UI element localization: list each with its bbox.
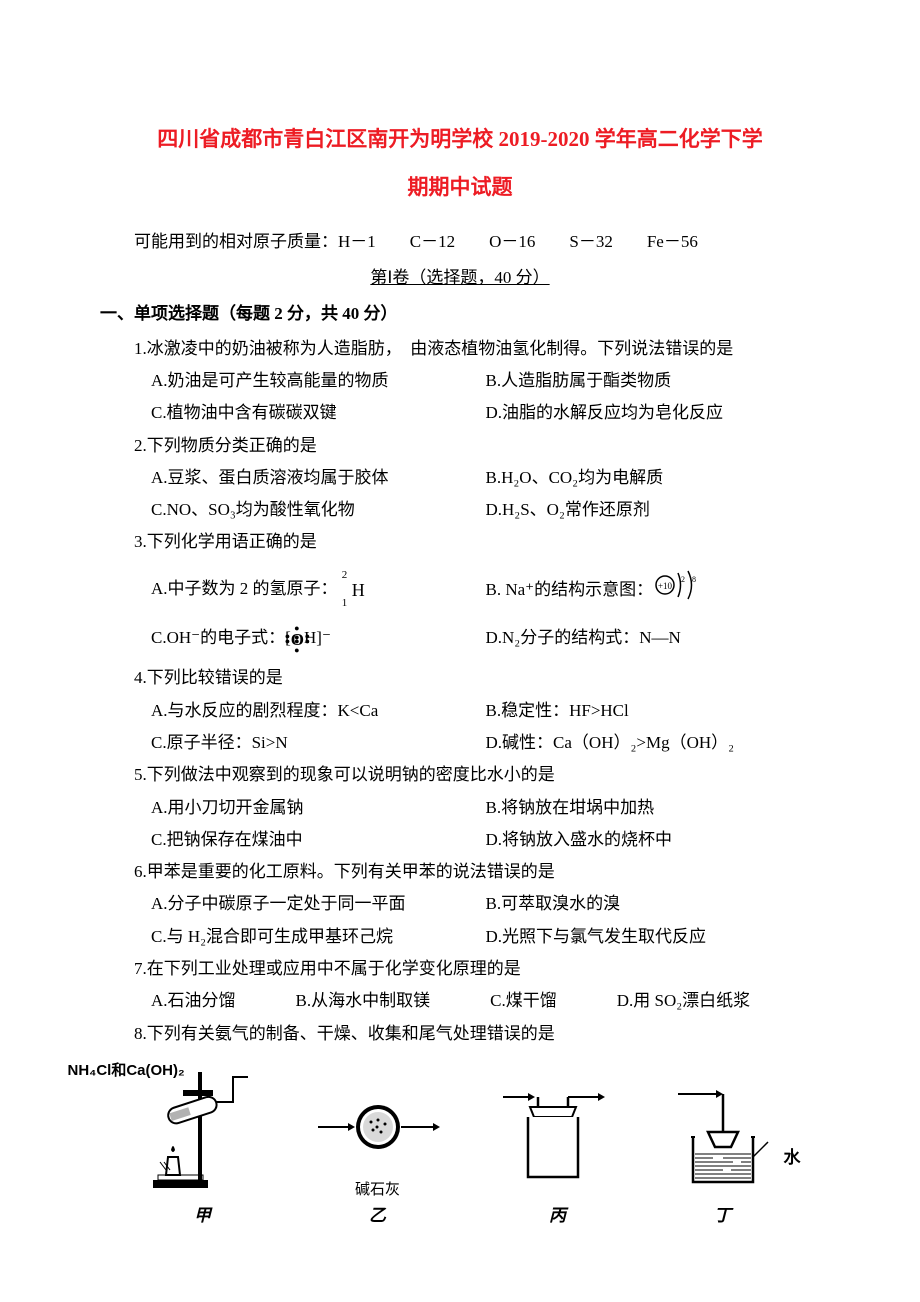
q2-option-d: D.H₂S、O₂常作还原剂 [486, 494, 821, 526]
question-4-stem: 4.下列比较错误的是 [100, 662, 820, 694]
q6-option-d: D.光照下与氯气发生取代反应 [486, 921, 821, 953]
q6-option-c: C.与 H₂混合即可生成甲基环己烷 [151, 921, 486, 953]
beaker-funnel-icon [673, 1082, 773, 1192]
q2-option-a: A.豆浆、蛋白质溶液均属于胶体 [151, 462, 486, 494]
question-2-options-row1: A.豆浆、蛋白质溶液均属于胶体 B.H₂O、CO₂均为电解质 [100, 462, 820, 494]
sodium-ion-diagram-icon: +10 2 8 [653, 567, 703, 614]
question-2-options-row2: C.NO、SO₃均为酸性氧化物 D.H₂S、O₂常作还原剂 [100, 494, 820, 526]
question-4-options-row1: A.与水反应的剧烈程度：K<Ca B.稳定性：HF>HCl [100, 695, 820, 727]
question-1-options-row1: A.奶油是可产生较高能量的物质 B.人造脂肪属于酯类物质 [100, 365, 820, 397]
q3-a-prefix: A.中子数为 2 的氢原子： [151, 579, 338, 598]
water-label: 水 [784, 1142, 801, 1174]
document-subtitle: 期期中试题 [100, 168, 820, 208]
q5-option-d: D.将钠放入盛水的烧杯中 [486, 824, 821, 856]
q6-option-b: B.可萃取溴水的溴 [486, 888, 821, 920]
question-3-options-row1: A.中子数为 2 的氢原子： 2 1 H B. Na⁺的结构示意图： +10 2… [100, 567, 820, 614]
question-6-options-row2: C.与 H₂混合即可生成甲基环己烷 D.光照下与氯气发生取代反应 [100, 921, 820, 953]
question-2-stem: 2.下列物质分类正确的是 [100, 430, 820, 462]
q4-option-c: C.原子半径：Si>N [151, 727, 486, 759]
q7-option-a: A.石油分馏 [151, 985, 236, 1017]
label-yi: 乙 [369, 1200, 386, 1232]
q1-option-a: A.奶油是可产生较高能量的物质 [151, 365, 486, 397]
question-3-stem: 3.下列化学用语正确的是 [100, 526, 820, 558]
reagent-label: NH₄Cl和Ca(OH)₂ [68, 1057, 185, 1086]
svg-text:+10: +10 [658, 581, 673, 591]
question-6-stem: 6.甲苯是重要的化工原料。下列有关甲苯的说法错误的是 [100, 856, 820, 888]
q3-option-b: B. Na⁺的结构示意图： +10 2 8 [486, 567, 704, 614]
q2-option-c: C.NO、SO₃均为酸性氧化物 [151, 494, 486, 526]
apparatus-ding: 水 丁 [673, 1082, 773, 1232]
hydrogen-isotope-icon: 2 1 H [342, 573, 365, 607]
q1-option-c: C.植物油中含有碳碳双键 [151, 397, 486, 429]
part-header: 一、单项选择题（每题 2 分，共 40 分） [100, 298, 820, 330]
q2-option-b: B.H₂O、CO₂均为电解质 [486, 462, 821, 494]
question-4-options-row2: C.原子半径：Si>N D.碱性：Ca（OH）₂>Mg（OH）₂ [100, 727, 820, 759]
q3-option-c: C.OH⁻的电子式：[ ● ● ● ● ●● ●● O H]⁻ [151, 622, 486, 654]
q3-b-prefix: B. Na⁺的结构示意图： [486, 574, 654, 606]
q4-option-b: B.稳定性：HF>HCl [486, 695, 821, 727]
label-bing: 丙 [549, 1200, 566, 1232]
q6-option-a: A.分子中碳原子一定处于同一平面 [151, 888, 486, 920]
question-3-options-row2: C.OH⁻的电子式：[ ● ● ● ● ●● ●● O H]⁻ D.N₂分子的结… [100, 622, 820, 654]
q4-option-d: D.碱性：Ca（OH）₂>Mg（OH）₂ [486, 727, 821, 759]
question-7-options: A.石油分馏 B.从海水中制取镁 C.煤干馏 D.用 SO₂漂白纸浆 [100, 985, 820, 1017]
question-8-stem: 8.下列有关氨气的制备、干燥、收集和尾气处理错误的是 [100, 1018, 820, 1050]
question-6-options-row1: A.分子中碳原子一定处于同一平面 B.可萃取溴水的溴 [100, 888, 820, 920]
svg-text:2: 2 [681, 575, 685, 584]
hydroxide-lewis-icon: ● ● ● ● ●● ●● O [291, 631, 304, 648]
q5-option-c: C.把钠保存在煤油中 [151, 824, 486, 856]
question-5-stem: 5.下列做法中观察到的现象可以说明钠的密度比水小的是 [100, 759, 820, 791]
label-jia: 甲 [194, 1200, 211, 1232]
q1-option-d: D.油脂的水解反应均为皂化反应 [486, 397, 821, 429]
label-soda-lime: 碱石灰 [355, 1176, 400, 1205]
section-header: 第Ⅰ卷（选择题，40 分） [100, 262, 820, 294]
q5-option-b: B.将钠放在坩埚中加热 [486, 792, 821, 824]
document-title: 四川省成都市青白江区南开为明学校 2019-2020 学年高二化学下学 [100, 120, 820, 160]
q7-option-b: B.从海水中制取镁 [296, 985, 431, 1017]
q7-option-c: C.煤干馏 [490, 985, 557, 1017]
question-5-options-row2: C.把钠保存在煤油中 D.将钠放入盛水的烧杯中 [100, 824, 820, 856]
question-1-stem: 1.冰激凌中的奶油被称为人造脂肪， 由液态植物油氢化制得。下列说法错误的是 [100, 333, 820, 365]
q5-option-a: A.用小刀切开金属钠 [151, 792, 486, 824]
apparatus-yi: 碱石灰 乙 [313, 1092, 443, 1232]
question-1-options-row2: C.植物油中含有碳碳双键 D.油脂的水解反应均为皂化反应 [100, 397, 820, 429]
q3-option-d: D.N₂分子的结构式：N—N [486, 622, 681, 654]
q3-c-prefix: C.OH⁻的电子式：[ [151, 628, 291, 647]
q7-option-d: D.用 SO₂漂白纸浆 [617, 985, 750, 1017]
q3-option-a: A.中子数为 2 的氢原子： 2 1 H [151, 573, 486, 607]
apparatus-diagram: NH₄Cl和Ca(OH)₂ 甲 [100, 1062, 820, 1232]
question-5-options-row1: A.用小刀切开金属钠 B.将钠放在坩埚中加热 [100, 792, 820, 824]
atomic-mass-info: 可能用到的相对原子质量：H－1 C－12 O－16 S－32 Fe－56 [100, 226, 820, 258]
q1-option-b: B.人造脂肪属于酯类物质 [486, 365, 821, 397]
apparatus-jia: NH₄Cl和Ca(OH)₂ 甲 [148, 1062, 258, 1232]
q4-option-a: A.与水反应的剧烈程度：K<Ca [151, 695, 486, 727]
collection-bottle-icon [498, 1082, 618, 1192]
svg-text:8: 8 [692, 575, 696, 584]
apparatus-bing: 丙 [498, 1082, 618, 1232]
question-7-stem: 7.在下列工业处理或应用中不属于化学变化原理的是 [100, 953, 820, 985]
label-ding: 丁 [714, 1200, 731, 1232]
